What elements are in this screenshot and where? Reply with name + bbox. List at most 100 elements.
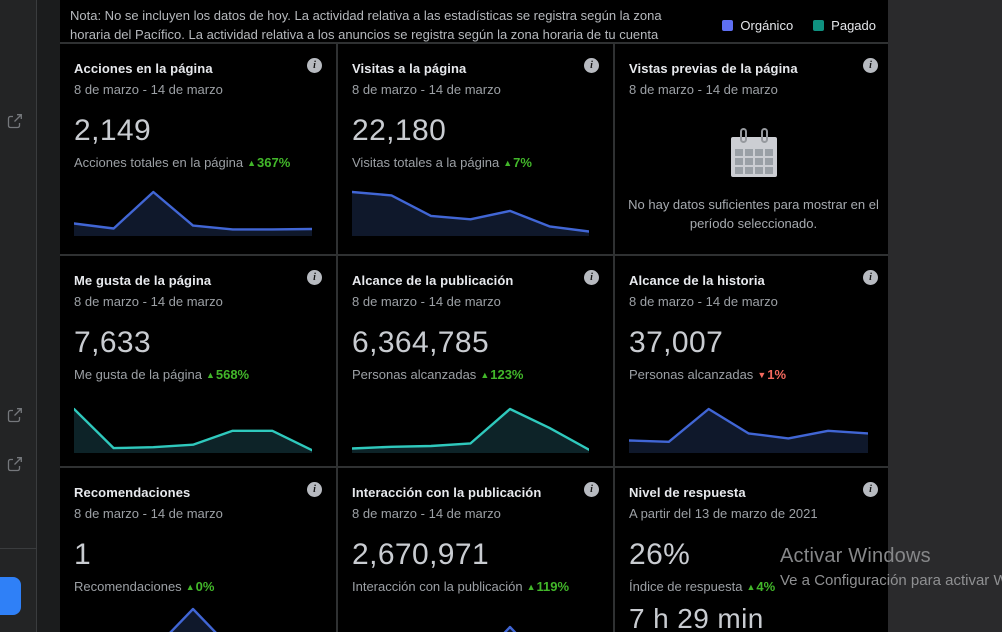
delta-value: 123% [490,367,524,382]
trend-up-icon: ▲ [185,582,195,592]
external-link-icon[interactable] [6,406,24,424]
metric-card-grid: Acciones en la página i 8 de marzo - 14 … [60,44,888,632]
blue-action-button[interactable] [0,577,21,615]
card-value: 6,364,785 [352,326,490,359]
card-title: Alcance de la historia [629,273,765,288]
card-value: 1 [74,538,92,571]
card-metric: Personas alcanzadas ▲123% [352,367,599,382]
sparkline-chart [352,405,589,453]
metric-label: Acciones totales en la página [74,155,244,170]
info-icon[interactable]: i [584,58,599,73]
insights-content: Nota: No se incluyen los datos de hoy. L… [60,0,888,632]
delta-value: 4% [756,579,776,594]
delta-badge: ▲119% [527,579,569,594]
card-story-reach: Alcance de la historia i 8 de marzo - 14… [615,256,888,466]
sparkline-chart [629,405,868,453]
info-icon[interactable]: i [307,58,322,73]
delta-value: 0% [195,579,215,594]
card-page-likes: Me gusta de la página i 8 de marzo - 14 … [60,256,336,466]
card-value: 7,633 [74,326,152,359]
timezone-note: Nota: No se incluyen los datos de hoy. L… [70,8,662,61]
info-icon[interactable]: i [584,482,599,497]
external-link-icon[interactable] [6,455,24,473]
card-date-range: 8 de marzo - 14 de marzo [352,82,501,97]
metric-label: Personas alcanzadas [629,367,754,382]
note-bar: Nota: No se incluyen los datos de hoy. L… [60,0,888,61]
metric-label: Interacción con la publicación [352,579,523,594]
sparkline-chart [74,188,312,236]
card-date-range: 8 de marzo - 14 de marzo [629,82,778,97]
card-metric: Índice de respuesta ▲4% [629,579,878,594]
trend-up-icon: ▲ [480,370,490,380]
delta-value: 367% [257,155,291,170]
empty-state: No hay datos suficientes para mostrar en… [615,128,888,233]
delta-badge: ▼1% [757,367,786,382]
info-icon[interactable]: i [863,482,878,497]
card-post-engagement: Interacción con la publicación i 8 de ma… [338,468,613,632]
no-data-message: No hay datos suficientes para mostrar en… [628,197,879,231]
delta-badge: ▲4% [746,579,775,594]
card-page-visits: Visitas a la página i 8 de marzo - 14 de… [338,44,613,254]
external-link-icon[interactable] [6,112,24,130]
card-value: 2,670,971 [352,538,490,571]
card-page-actions: Acciones en la página i 8 de marzo - 14 … [60,44,336,254]
card-date-range: 8 de marzo - 14 de marzo [74,82,223,97]
sidebar-divider [0,548,36,549]
card-date-range: 8 de marzo - 14 de marzo [352,294,501,309]
info-icon[interactable]: i [307,482,322,497]
delta-value: 7% [513,155,532,170]
info-icon[interactable]: i [863,58,878,73]
card-metric: Interacción con la publicación ▲119% [352,579,599,594]
organic-swatch-icon [722,20,734,31]
delta-badge: ▲7% [503,155,532,170]
card-date-range: A partir del 13 de marzo de 2021 [629,506,818,521]
delta-value: 568% [215,367,250,382]
card-value: 2,149 [74,114,152,147]
left-sidebar [0,0,36,632]
delta-badge: ▲0% [186,579,215,594]
sidebar-border [36,0,37,632]
card-title: Visitas a la página [352,61,467,76]
chart-legend: Orgánico Pagado [722,6,876,42]
info-icon[interactable]: i [584,270,599,285]
trend-up-icon: ▲ [503,158,513,168]
metric-label: Me gusta de la página [74,367,202,382]
metric-label: Índice de respuesta [629,579,743,594]
sparkline-chart [352,188,589,236]
legend-item-paid: Pagado [813,9,876,42]
card-title: Vistas previas de la página [629,61,798,76]
sparkline-chart [74,405,312,453]
trend-up-icon: ▲ [746,582,756,592]
card-date-range: 8 de marzo - 14 de marzo [74,294,223,309]
delta-value: 119% [536,579,570,594]
card-title: Nivel de respuesta [629,485,746,500]
card-metric: Recomendaciones ▲0% [74,579,322,594]
card-title: Interacción con la publicación [352,485,542,500]
response-time-value: 7 h 29 min [629,603,764,632]
card-date-range: 8 de marzo - 14 de marzo [629,294,778,309]
paid-swatch-icon [813,20,825,31]
metric-label: Visitas totales a la página [352,155,500,170]
delta-badge: ▲568% [206,367,249,382]
trend-up-icon: ▲ [247,158,257,168]
sparkline-chart [352,623,589,632]
info-icon[interactable]: i [863,270,878,285]
legend-item-organic: Orgánico [722,9,793,42]
trend-up-icon: ▲ [526,582,536,592]
metric-label: Personas alcanzadas [352,367,477,382]
card-title: Acciones en la página [74,61,213,76]
card-metric: Visitas totales a la página ▲7% [352,155,599,170]
trend-up-icon: ▲ [205,370,215,380]
card-recommendations: Recomendaciones i 8 de marzo - 14 de mar… [60,468,336,632]
card-metric: Personas alcanzadas ▼1% [629,367,878,382]
info-icon[interactable]: i [307,270,322,285]
delta-badge: ▲367% [247,155,290,170]
card-date-range: 8 de marzo - 14 de marzo [352,506,501,521]
delta-badge: ▲123% [480,367,523,382]
card-value: 26% [629,538,691,571]
card-value: 22,180 [352,114,447,147]
card-metric: Me gusta de la página ▲568% [74,367,322,382]
delta-value: 1% [767,367,787,382]
sparkline-chart [74,605,312,632]
